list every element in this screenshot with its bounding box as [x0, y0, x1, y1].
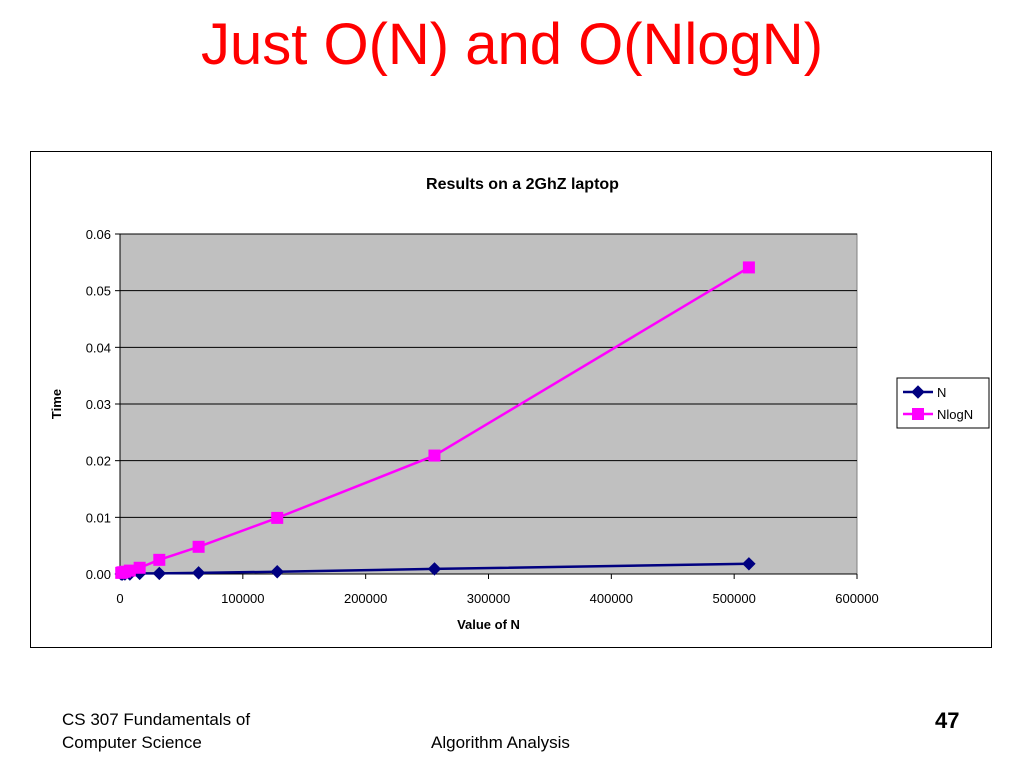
- data-point-n: [270, 565, 284, 579]
- y-tick-label: 0.06: [86, 227, 111, 242]
- data-point-n: [427, 562, 442, 576]
- footer-course: CS 307 Fundamentals of Computer Science: [62, 708, 250, 754]
- y-tick-label: 0.05: [86, 284, 111, 299]
- data-point-nlogn: [133, 561, 146, 574]
- data-point-nlogn: [742, 261, 755, 274]
- data-point-nlogn: [192, 540, 205, 553]
- legend-label-n: N: [937, 385, 946, 400]
- x-tick-label: 500000: [712, 591, 755, 606]
- y-tick-label: 0.00: [86, 567, 111, 582]
- slide-title: Just O(N) and O(NlogN): [200, 12, 824, 77]
- y-tick-label: 0.04: [86, 340, 111, 355]
- x-tick-label: 200000: [344, 591, 387, 606]
- x-tick-label: 100000: [221, 591, 264, 606]
- x-tick-label: 0: [116, 591, 123, 606]
- chart-frame: Results on a 2GhZ laptop 0.00 0.01 0.02 0.03…: [30, 151, 992, 648]
- x-axis-label: Value of N: [457, 617, 520, 632]
- y-tick-label: 0.01: [86, 510, 111, 525]
- legend-label-nlogn: NlogN: [937, 407, 973, 422]
- x-tick-label: 600000: [835, 591, 878, 606]
- page-number: 47: [935, 708, 960, 733]
- y-tick-label: 0.02: [86, 454, 111, 469]
- x-tick-label: 400000: [590, 591, 633, 606]
- y-tick-label: 0.03: [86, 397, 111, 412]
- data-point-n: [191, 566, 206, 580]
- data-point-nlogn: [153, 553, 166, 566]
- footer-course-line1: CS 307 Fundamentals of: [62, 710, 251, 729]
- x-tick-label: 300000: [467, 591, 510, 606]
- footer-course-line2: Computer Science: [62, 733, 202, 752]
- chart-title: Results on a 2GhZ laptop: [426, 176, 619, 193]
- data-point-n: [911, 385, 925, 399]
- data-point-nlogn: [428, 449, 441, 462]
- line-chart: Results on a 2GhZ laptop 0.00 0.01 0.02 0.03…: [49, 176, 990, 632]
- data-point-nlogn: [271, 511, 284, 524]
- data-point-n: [152, 566, 167, 581]
- footer-topic: Algorithm Analysis: [431, 733, 570, 752]
- data-point-n: [742, 557, 756, 571]
- y-axis-label: Time: [49, 389, 64, 419]
- data-point-nlogn: [912, 408, 924, 420]
